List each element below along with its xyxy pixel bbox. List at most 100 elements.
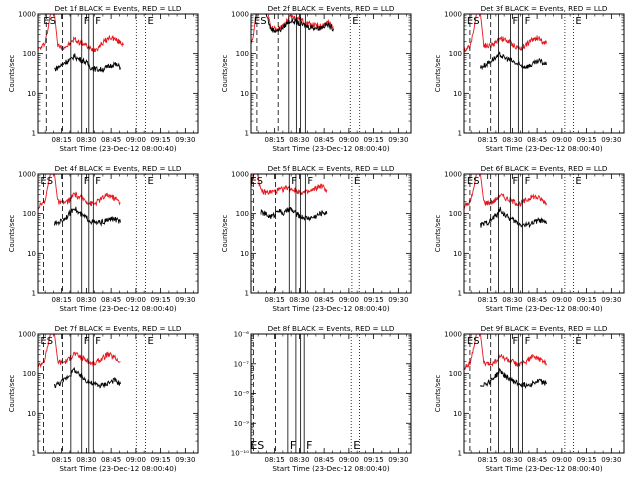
x-tick-label: 09:00 [126,456,146,464]
y-tick-label: 100 [449,210,462,218]
x-tick-label: 08:45 [101,456,121,464]
event-marker-label: F [290,439,296,452]
panel-title: Det 8f BLACK = Events, RED = LLD [268,324,395,333]
x-axis-label: Start Time (23-Dec-12 08:00:40) [59,464,176,473]
event-marker-label: F [525,16,531,27]
y-tick-label: 100 [23,370,36,378]
x-tick-label: 09:30 [388,136,408,144]
panel-3: Det 3f BLACK = Events, RED = LLD 1 10 100 10… [434,4,625,153]
event-marker-label: F [525,336,531,347]
panel-7: Det 7f BLACK = Events, RED = LLD 1 10 100 10… [8,324,199,473]
plot-frame [250,173,412,294]
x-tick-label: 08:30 [289,296,309,304]
y-tick-label: 1 [245,130,249,138]
x-tick-label: 08:45 [527,456,547,464]
events-trace [54,53,121,73]
x-tick-label: 09:30 [175,296,195,304]
y-tick-label: 1000 [231,171,249,179]
x-tick-label: 08:45 [527,296,547,304]
panel-1: Det 1f BLACK = Events, RED = LLD 1 10 100 10… [8,4,199,153]
event-marker-label: E [575,176,581,187]
events-trace [54,206,121,227]
y-tick-label: 10⁻⁶ [234,331,250,339]
y-tick-label: 1000 [444,11,462,19]
y-tick-label: 100 [236,210,249,218]
lld-trace [38,14,125,53]
y-tick-label: 10 [453,250,462,258]
x-tick-label: 08:45 [527,136,547,144]
x-tick-label: 08:30 [289,456,309,464]
x-axis-label: Start Time (23-Dec-12 08:00:40) [59,144,176,153]
panel-2: Det 2f BLACK = Events, RED = LLD 1 10 100 10… [221,4,412,153]
panel-title: Det 4f BLACK = Events, RED = LLD [55,164,182,173]
x-axis-label: Start Time (23-Dec-12 08:00:40) [272,144,389,153]
x-tick-label: 08:30 [289,136,309,144]
events-trace [260,206,328,222]
x-tick-label: 09:00 [552,296,572,304]
event-marker-label: E [352,16,358,27]
x-tick-label: 09:30 [388,456,408,464]
x-tick-label: 09:15 [151,296,171,304]
event-marker-label: E [353,439,360,452]
panel-title: Det 6f BLACK = Events, RED = LLD [481,164,608,173]
x-tick-label: 08:30 [76,456,96,464]
x-tick-label: 09:00 [552,136,572,144]
lld-trace [38,334,121,369]
event-marker-label: E [148,16,154,27]
x-tick-label: 08:15 [265,136,285,144]
plot-area [38,14,146,133]
y-axis-label: Counts/sec [8,375,16,413]
x-tick-label: 08:15 [52,136,72,144]
y-tick-label: 100 [236,50,249,58]
x-tick-label: 08:15 [52,456,72,464]
plot-frame [37,13,199,134]
plot-area [251,174,360,293]
x-tick-label: 08:45 [314,456,334,464]
event-marker-label: F [513,176,519,187]
panel-title: Det 3f BLACK = Events, RED = LLD [481,4,608,13]
x-tick-label: 09:15 [151,456,171,464]
x-tick-label: 08:15 [478,296,498,304]
panel-9: Det 9f BLACK = Events, RED = LLD 1 10 100 10… [434,324,625,473]
y-axis-label: Counts/sec [434,215,442,253]
event-marker-label: F [84,16,90,27]
y-tick-label: 1 [32,290,36,298]
y-tick-label: 100 [449,50,462,58]
panel-title: Det 2f BLACK = Events, RED = LLD [268,4,395,13]
x-tick-label: 08:30 [502,456,522,464]
x-tick-label: 09:30 [601,136,621,144]
y-tick-label: 10 [27,90,36,98]
x-axis-label: Start Time (23-Dec-12 08:00:40) [485,144,602,153]
event-marker-label: E [575,336,581,347]
events-trace [480,367,547,389]
lld-trace [38,174,121,211]
event-marker-label: ES [467,176,480,187]
x-tick-label: 08:15 [52,296,72,304]
event-marker-label: F [84,176,90,187]
plot-area [38,334,146,453]
x-axis-label: Start Time (23-Dec-12 08:00:40) [485,464,602,473]
x-tick-label: 08:30 [502,136,522,144]
plot-area [38,174,146,293]
event-marker-label: F [513,336,519,347]
events-trace [54,367,121,389]
x-tick-label: 08:15 [478,456,498,464]
y-axis-label: Counts/sec [434,55,442,93]
plot-frame [463,333,625,454]
event-marker-label: ES [254,16,267,27]
y-tick-label: 10⁻⁸ [234,390,250,398]
y-tick-label: 10 [27,410,36,418]
x-tick-label: 08:15 [478,136,498,144]
plot-frame [250,13,412,134]
event-marker-label: E [148,336,154,347]
plot-area [464,174,574,293]
y-tick-label: 1000 [18,171,36,179]
y-tick-label: 10 [453,410,462,418]
x-tick-label: 09:00 [339,296,359,304]
event-marker-label: F [525,176,531,187]
x-tick-label: 08:45 [101,296,121,304]
x-tick-label: 08:45 [314,136,334,144]
panel-title: Det 5f BLACK = Events, RED = LLD [268,164,395,173]
y-tick-label: 10 [27,250,36,258]
